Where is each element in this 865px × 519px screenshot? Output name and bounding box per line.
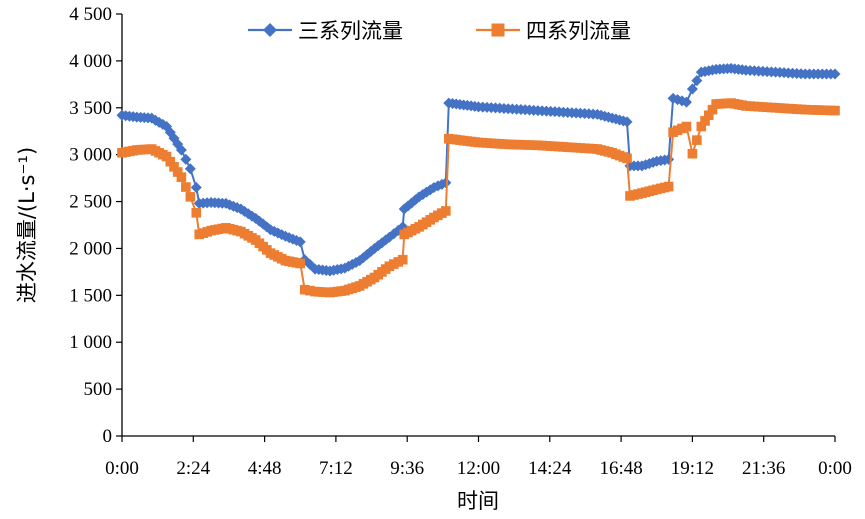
x-tick-label: 21:36	[742, 458, 785, 479]
x-tick-label: 12:00	[457, 458, 500, 479]
data-marker	[700, 116, 710, 126]
legend-marker	[263, 23, 277, 37]
y-tick-label: 3 500	[69, 98, 112, 119]
data-marker	[184, 163, 196, 175]
data-marker	[246, 210, 258, 222]
series-layer	[116, 62, 841, 298]
data-marker	[663, 181, 674, 192]
data-marker	[305, 285, 315, 296]
data-marker	[440, 177, 452, 189]
data-marker	[621, 116, 633, 128]
y-tick-label: 2 000	[69, 238, 112, 259]
data-marker	[185, 192, 196, 202]
x-tick-label: 7:12	[319, 458, 353, 479]
legend-marker	[491, 23, 505, 37]
data-marker	[703, 110, 714, 121]
y-tick-label: 2 500	[69, 192, 112, 213]
series-1	[116, 62, 841, 277]
data-marker	[691, 75, 703, 87]
data-marker	[687, 148, 698, 159]
data-marker	[299, 284, 310, 295]
legend: 三系列流量 四系列流量	[248, 19, 631, 43]
x-tick-label: 14:24	[528, 458, 572, 479]
data-marker	[829, 68, 841, 80]
data-marker	[172, 167, 183, 177]
data-marker	[830, 105, 840, 116]
data-marker	[181, 182, 191, 192]
data-marker	[175, 144, 187, 156]
x-tick-label: 9:36	[390, 458, 424, 479]
y-tick-label: 4 000	[69, 51, 112, 72]
y-tick-label: 500	[84, 379, 113, 400]
data-marker	[190, 181, 202, 193]
legend-item-2: 四系列流量	[476, 19, 631, 43]
x-tick-label: 0:00	[105, 458, 139, 479]
data-marker	[686, 83, 698, 95]
data-marker	[441, 206, 451, 216]
x-tick-label: 4:48	[248, 458, 282, 479]
x-tick-label: 2:24	[176, 458, 210, 479]
x-axis-title: 时间	[457, 489, 499, 513]
y-ticks: 0 500 1 000 1 500 2 000 2 500 3 000 3 500 4 000 4…	[69, 4, 122, 447]
x-tick-label: 0:00	[818, 458, 852, 479]
series-line	[121, 102, 836, 294]
data-marker	[696, 121, 707, 132]
data-marker	[169, 162, 179, 172]
data-marker	[622, 153, 632, 164]
legend-item-1: 三系列流量	[248, 19, 403, 43]
x-tick-label: 16:48	[599, 458, 642, 479]
data-marker	[692, 135, 702, 145]
data-marker	[180, 153, 192, 165]
data-marker	[681, 121, 692, 132]
y-tick-label: 1 500	[69, 285, 112, 306]
y-tick-label: 3 000	[69, 145, 112, 166]
data-marker	[707, 104, 718, 115]
x-tick-label: 19:12	[671, 458, 714, 479]
data-marker	[680, 96, 692, 108]
data-marker	[161, 151, 172, 162]
data-marker	[161, 121, 173, 133]
y-tick-label: 4 500	[69, 4, 112, 25]
legend-label: 三系列流量	[298, 19, 403, 43]
data-marker	[397, 254, 408, 265]
data-marker	[294, 236, 306, 248]
y-tick-label: 0	[103, 426, 113, 447]
data-marker	[165, 156, 176, 167]
y-axis-title: 进水流量/(L·s⁻¹)	[15, 147, 39, 303]
series-2	[117, 98, 840, 298]
data-marker	[191, 208, 202, 218]
legend-label: 四系列流量	[526, 19, 631, 43]
data-marker	[176, 172, 187, 182]
data-marker	[295, 258, 306, 269]
data-marker	[157, 118, 169, 130]
x-ticks: 0:00 2:24 4:48 7:12 9:36 12:00 14:24 16:48 19:12…	[105, 436, 852, 479]
y-tick-label: 1 000	[69, 332, 112, 353]
